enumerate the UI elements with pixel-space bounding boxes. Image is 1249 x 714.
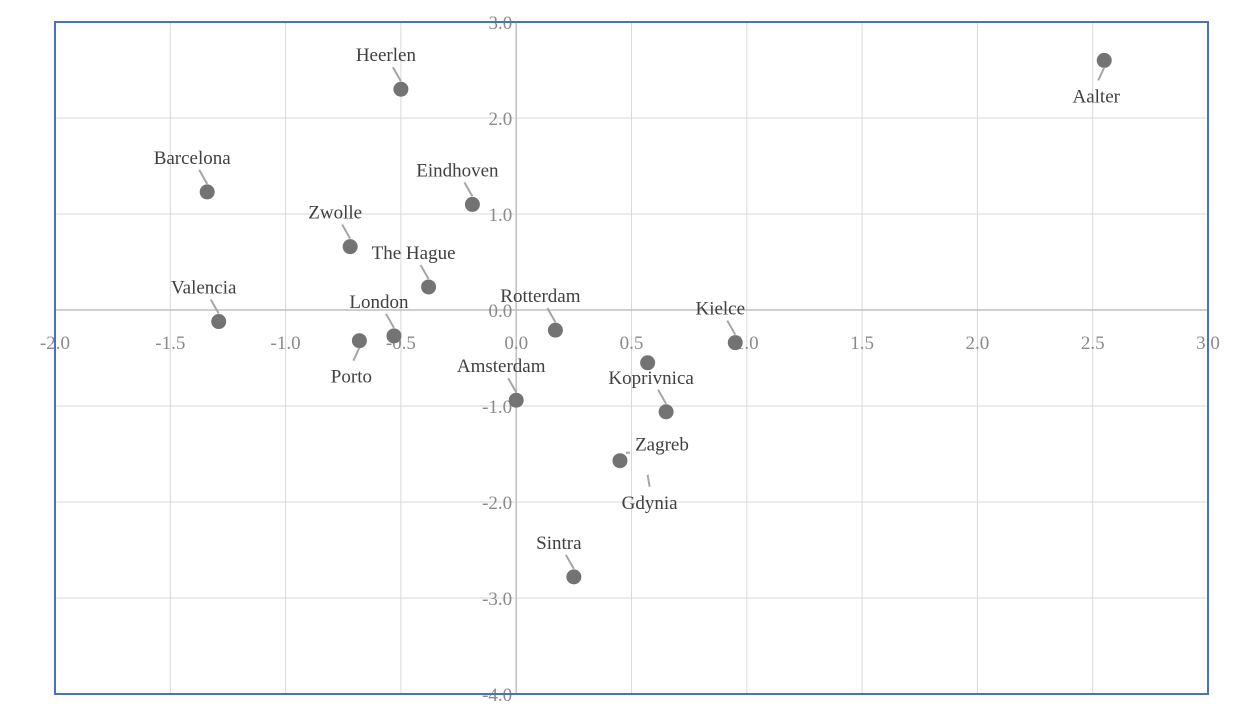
- data-point: [421, 279, 437, 295]
- leader-line: [507, 377, 518, 393]
- point-label: Eindhoven: [416, 160, 499, 181]
- point-label: Zagreb: [635, 435, 689, 456]
- x-tick-label: 0.0: [504, 333, 528, 354]
- leader-line: [341, 224, 352, 240]
- x-tick-label: 0.5: [620, 333, 644, 354]
- data-point: [351, 333, 367, 349]
- x-tick-label: 1.5: [850, 333, 874, 354]
- point-label: Porto: [331, 367, 372, 388]
- point-label: Aalter: [1072, 86, 1120, 107]
- y-tick-label: 2.0: [488, 109, 512, 130]
- data-point: [658, 404, 674, 420]
- y-tick-label: -1.0: [482, 397, 512, 418]
- point-label: Barcelona: [154, 148, 232, 169]
- y-tick-label: 1.0: [488, 205, 512, 226]
- leader-line: [385, 313, 395, 329]
- x-tick-label: 2.5: [1081, 333, 1105, 354]
- point-label-layer: Aalter Heerlen Barcelona Eindhoven Zwolle The…: [154, 45, 1121, 570]
- data-point: [464, 196, 480, 212]
- point-label: London: [349, 292, 409, 313]
- leader-line: [657, 389, 667, 405]
- data-point: [393, 81, 409, 97]
- grid-layer: [54, 21, 1209, 695]
- tick-label-layer: -2.0 -1.5 -1.0 -0.5 0.0 0.5 1.0 1.5 2.0 2.5 3.03.0…: [40, 13, 1220, 706]
- data-point: [342, 239, 358, 255]
- leader-line: [1097, 66, 1106, 81]
- leader-line: [198, 169, 209, 185]
- leader-line: [564, 554, 575, 570]
- data-point: [640, 355, 656, 371]
- x-tick-label: -1.5: [155, 333, 185, 354]
- leader-line: [463, 181, 474, 197]
- data-point: [508, 392, 524, 408]
- point-label: Koprivnica: [608, 368, 694, 389]
- leader-line: [209, 299, 220, 315]
- leader-line: [726, 320, 737, 336]
- point-label: Gdynia: [622, 493, 679, 514]
- leader-line: [352, 347, 361, 362]
- point-label: Zwolle: [308, 203, 362, 224]
- leader-line: [646, 474, 651, 487]
- x-tick-label: -1.0: [271, 333, 301, 354]
- point-label: Heerlen: [356, 45, 417, 66]
- leader-line: [419, 264, 430, 280]
- plot-frame: [54, 21, 1209, 695]
- axis-layer: [55, 22, 1208, 694]
- data-point: [199, 184, 215, 200]
- point-label: The Hague: [372, 243, 456, 264]
- point-label: Valencia: [171, 278, 237, 299]
- y-tick-label: -3.0: [482, 589, 512, 610]
- data-point: [612, 453, 628, 469]
- y-tick-label: -4.0: [482, 685, 512, 706]
- point-label: Sintra: [536, 533, 582, 554]
- data-point: [566, 569, 582, 585]
- point-layer: [199, 52, 1112, 585]
- data-point: [386, 328, 402, 344]
- point-label: Kielce: [695, 299, 745, 320]
- point-label: Amsterdam: [457, 356, 546, 377]
- data-point: [547, 322, 563, 338]
- y-tick-label: 3.0: [488, 13, 512, 34]
- data-point: [1096, 52, 1112, 68]
- y-tick-label: 0.0: [488, 301, 512, 322]
- leader-line: [546, 307, 557, 323]
- point-label: Rotterdam: [500, 286, 580, 307]
- x-tick-label: 2.0: [966, 333, 990, 354]
- data-point: [211, 314, 227, 330]
- leader-line: [392, 66, 402, 82]
- y-tick-label: -2.0: [482, 493, 512, 514]
- data-point: [727, 335, 743, 351]
